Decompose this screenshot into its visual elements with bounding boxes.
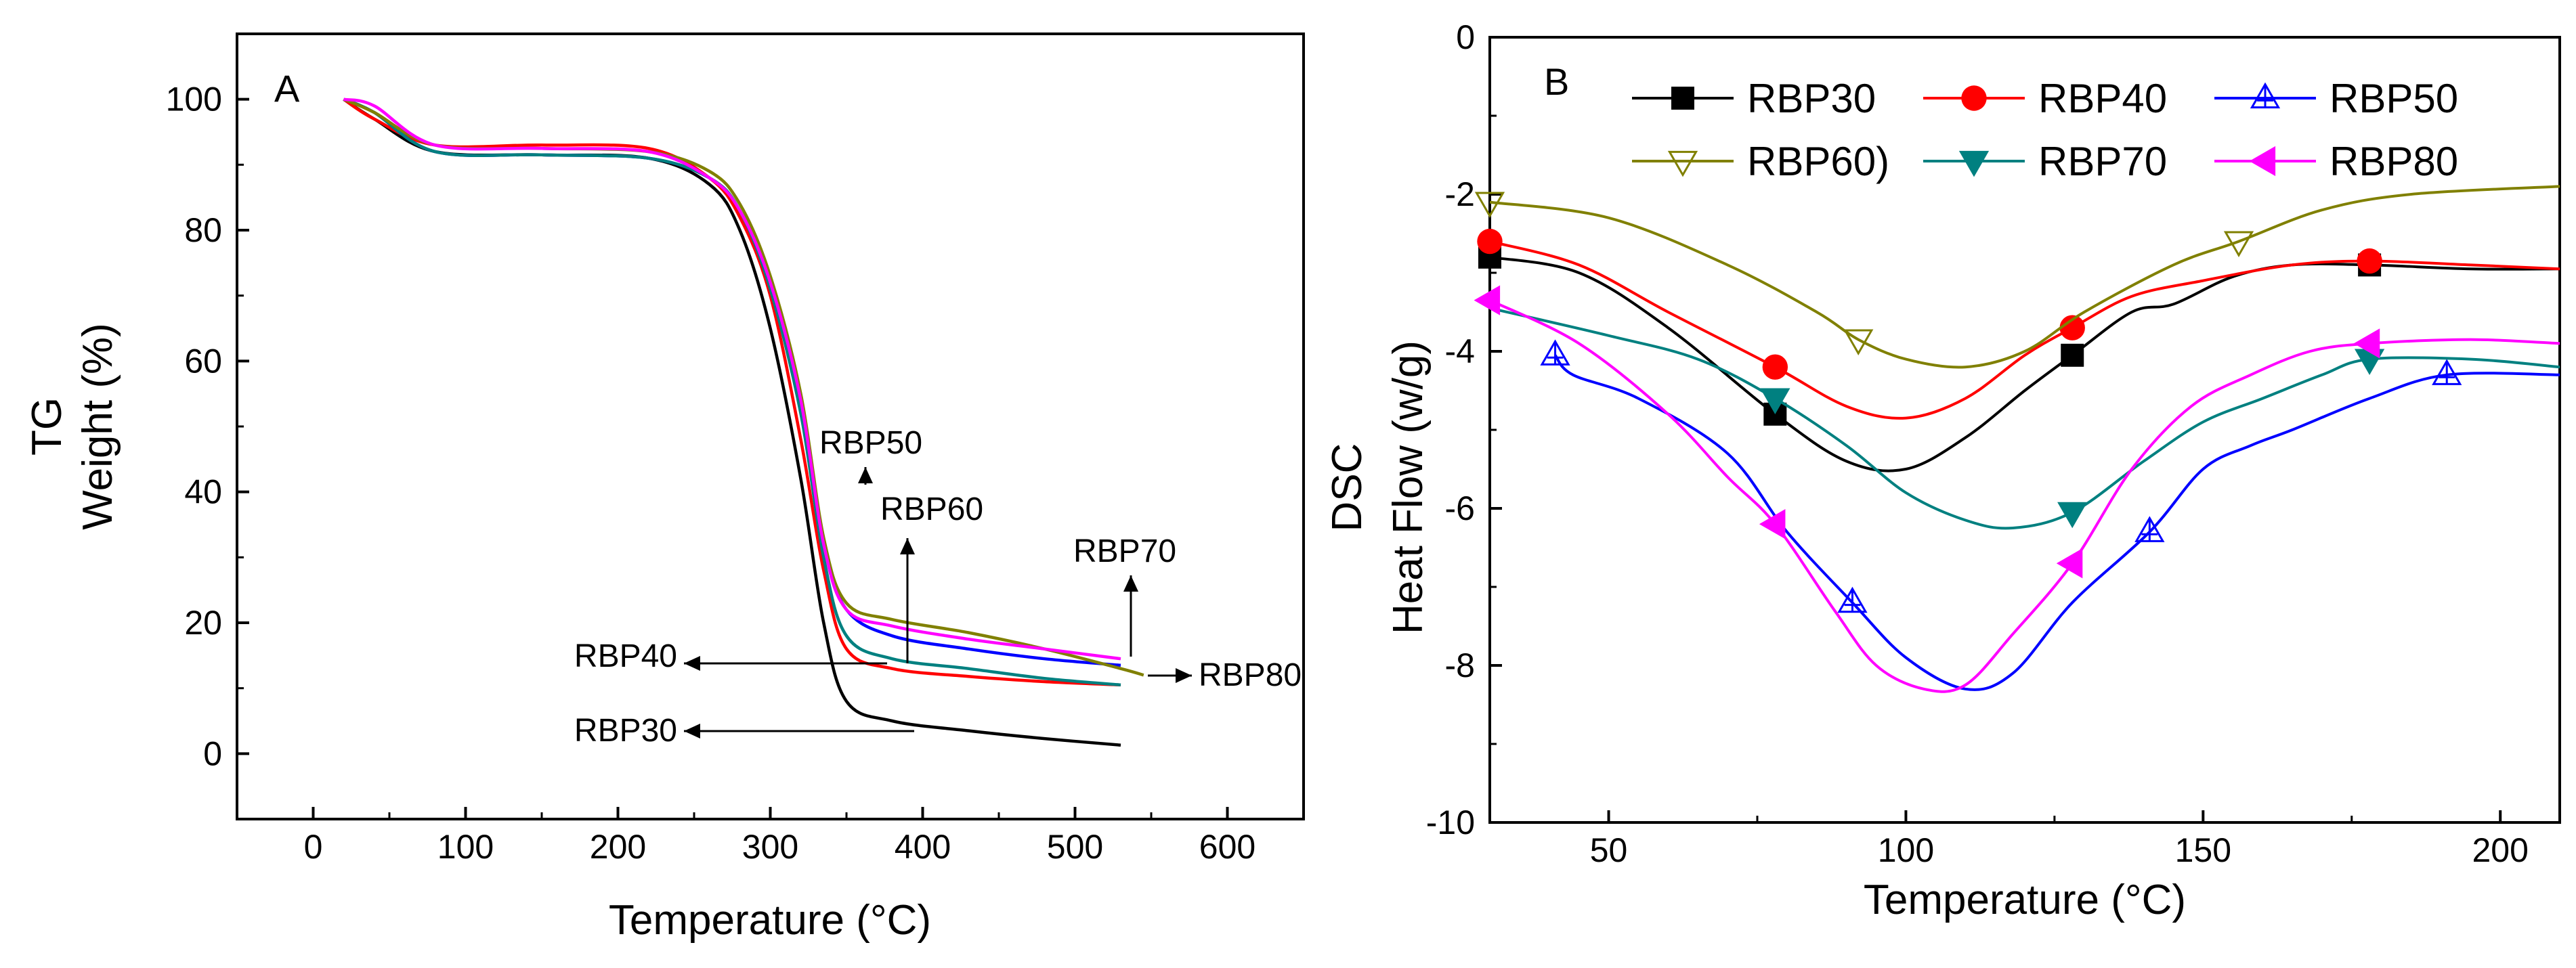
dsc-y-axis-title-2: Heat Flow (w/g) bbox=[1385, 340, 1432, 634]
dsc-marker-rbp60 bbox=[1474, 192, 1505, 219]
dsc-series-rbp30 bbox=[1489, 255, 2560, 472]
dsc-series-rbp50 bbox=[1553, 354, 2560, 691]
legend-marker-rbp80 bbox=[2249, 146, 2276, 177]
tg-annotation-rbp30: RBP30 bbox=[574, 713, 677, 749]
legend-label-rbp60: RBP60) bbox=[1747, 139, 1889, 184]
dsc-marker-rbp80 bbox=[1759, 509, 1786, 540]
tg-arrow-rbp60 bbox=[900, 538, 915, 663]
dsc-chart: 50 100 150 200 0 -2 -4 -6 -8 -10 RBP30 RBP40 RBP50 R… bbox=[1324, 18, 2561, 923]
dsc-y-tick-label: 0 bbox=[1456, 18, 1475, 56]
tg-y-axis-title-1: TG bbox=[24, 397, 70, 456]
dsc-marker-rbp40 bbox=[1762, 354, 1788, 380]
dsc-y-tick-label: -10 bbox=[1426, 804, 1475, 841]
tg-annotation-rbp80: RBP80 bbox=[1199, 657, 1302, 693]
tg-series-rbp80 bbox=[343, 97, 1121, 661]
tg-y-tick-label: 80 bbox=[184, 211, 222, 249]
tg-chart: 0 100 200 300 400 500 600 0 20 40 60 80 100 RBP50 RBP… bbox=[24, 32, 1305, 944]
legend-marker-rbp60 bbox=[1667, 150, 1698, 177]
dsc-y-tick-label: -8 bbox=[1445, 646, 1475, 684]
dsc-x-tick-label: 100 bbox=[1878, 831, 1934, 869]
dsc-marker-rbp70 bbox=[1760, 388, 1790, 415]
tg-x-tick-label: 0 bbox=[304, 828, 323, 866]
dsc-marker-rbp60 bbox=[1843, 329, 1874, 356]
dsc-y-tick-label: -6 bbox=[1445, 489, 1475, 527]
tg-x-axis-title: Temperature (°C) bbox=[609, 897, 931, 944]
panel-label-a: A bbox=[274, 67, 300, 110]
tg-arrow-rbp70-head bbox=[1123, 575, 1138, 592]
dsc-marker-rbp40 bbox=[2357, 248, 2382, 274]
tg-annotation-rbp40: RBP40 bbox=[574, 638, 677, 674]
tg-annotation-rbp60: RBP60 bbox=[880, 491, 983, 527]
tg-series-rbp40 bbox=[343, 97, 1121, 687]
dsc-y-axis-title-1: DSC bbox=[1324, 443, 1371, 532]
tg-y-tick-label: 100 bbox=[166, 81, 222, 118]
tg-arrow-rbp40 bbox=[684, 656, 887, 671]
tg-x-tick-label: 600 bbox=[1199, 828, 1255, 866]
dsc-x-tick-label: 150 bbox=[2175, 831, 2231, 869]
dsc-marker-rbp80 bbox=[1474, 285, 1501, 315]
tg-x-tick-label: 100 bbox=[437, 828, 494, 866]
tg-x-tick-label: 500 bbox=[1047, 828, 1103, 866]
dsc-marker-rbp80 bbox=[2056, 548, 2083, 579]
dsc-y-tick-label: -2 bbox=[1445, 175, 1475, 213]
dsc-series-rbp80 bbox=[1489, 299, 2560, 693]
dsc-marker-rbp40 bbox=[1477, 228, 1503, 255]
legend-marker-rbp70 bbox=[1958, 150, 1990, 177]
tg-annotation-rbp50: RBP50 bbox=[819, 425, 922, 461]
dsc-marker-rbp40 bbox=[2059, 315, 2085, 340]
tg-x-tick-label: 300 bbox=[742, 828, 798, 866]
dsc-marker-rbp60 bbox=[2223, 231, 2254, 258]
dsc-series-rbp70 bbox=[1489, 307, 2560, 530]
tg-y-tick-label: 60 bbox=[184, 342, 222, 380]
legend-label-rbp50: RBP50 bbox=[2330, 76, 2458, 121]
tg-y-tick-label: 20 bbox=[184, 604, 222, 642]
tg-arrow-rbp80-head bbox=[1176, 668, 1192, 683]
legend-label-rbp40: RBP40 bbox=[2038, 76, 2167, 121]
tg-x-tick-label: 400 bbox=[895, 828, 951, 866]
tg-arrow-rbp30 bbox=[684, 724, 914, 739]
tg-arrow-rbp50 bbox=[858, 467, 873, 485]
tg-arrow-rbp60-head bbox=[900, 538, 915, 554]
tg-arrow-rbp50-head bbox=[858, 467, 873, 483]
dsc-x-tick-label: 50 bbox=[1590, 831, 1628, 869]
tg-y-tick-label: 40 bbox=[184, 473, 222, 511]
tg-y-axis-title-2: Weight (%) bbox=[74, 323, 121, 530]
tg-y-tick-label: 0 bbox=[203, 734, 222, 772]
dsc-marker-rbp70 bbox=[2057, 502, 2088, 529]
tg-series-rbp60 bbox=[343, 97, 1121, 687]
legend-label-rbp80: RBP80 bbox=[2330, 139, 2458, 184]
legend-marker-rbp40 bbox=[1961, 85, 1987, 111]
dsc-marker-rbp30 bbox=[2061, 343, 2084, 367]
tg-arrow-rbp80 bbox=[1148, 668, 1192, 683]
tg-annotation-rbp70: RBP70 bbox=[1073, 533, 1176, 569]
dsc-y-tick-label: -4 bbox=[1445, 332, 1475, 370]
legend-marker-rbp30 bbox=[1671, 87, 1694, 110]
dsc-x-axis-title: Temperature (°C) bbox=[1864, 877, 2186, 923]
tg-x-tick-label: 200 bbox=[590, 828, 646, 866]
legend-label-rbp70: RBP70 bbox=[2038, 139, 2167, 184]
tg-arrow-rbp70 bbox=[1123, 575, 1138, 657]
dsc-series-rbp60 bbox=[1489, 185, 2560, 369]
dsc-marker-rbp80 bbox=[2353, 328, 2380, 359]
tg-arrow-rbp30-head bbox=[684, 724, 700, 739]
panel-label-b: B bbox=[1544, 60, 1569, 103]
tg-arrow-rbp40-head bbox=[684, 656, 700, 671]
dsc-x-tick-label: 200 bbox=[2472, 831, 2529, 869]
legend-label-rbp30: RBP30 bbox=[1747, 76, 1876, 121]
